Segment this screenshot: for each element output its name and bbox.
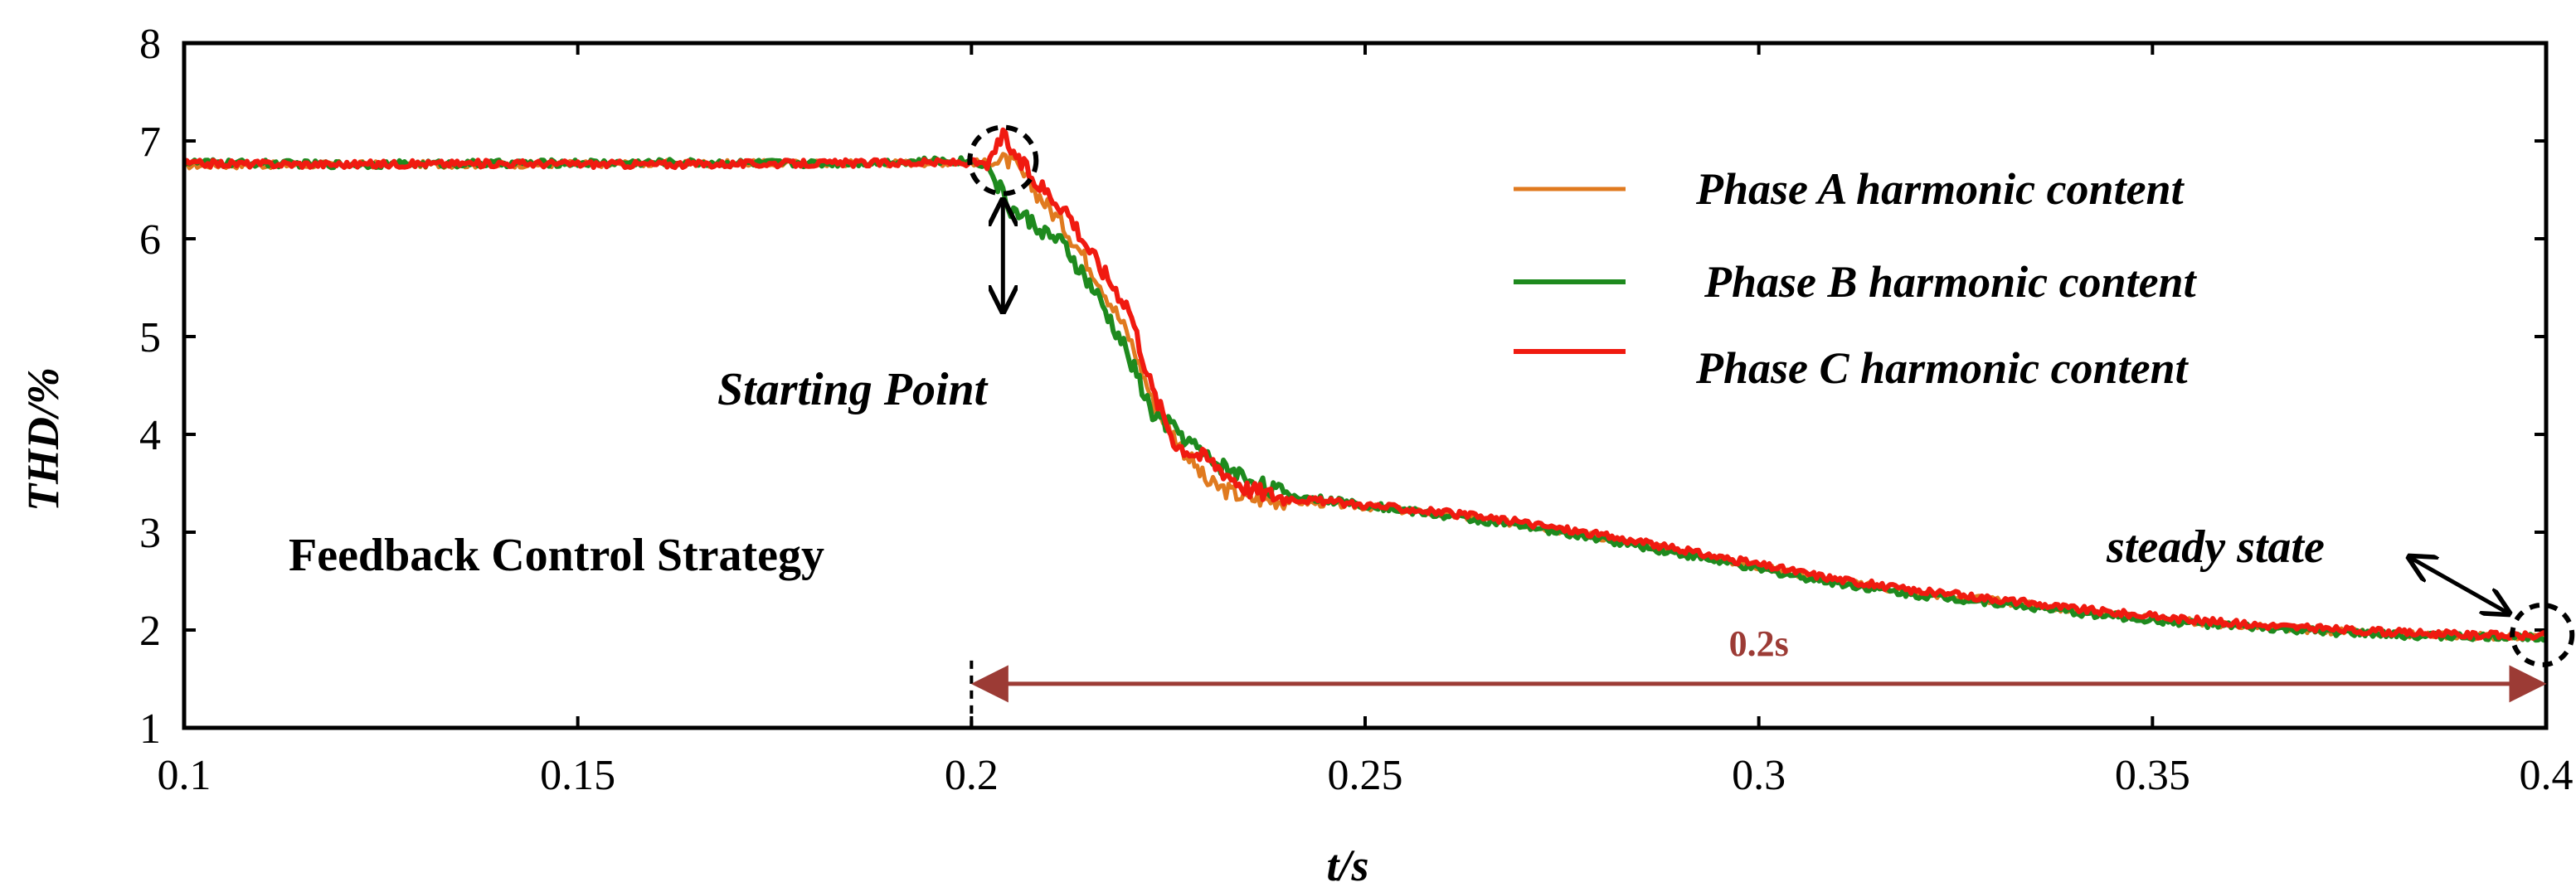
series-phase-c xyxy=(182,127,2548,642)
duration-label: 0.2s xyxy=(1729,623,1789,664)
y-tick-label: 3 xyxy=(139,510,161,557)
x-axis-title: t/s xyxy=(1326,841,1368,887)
plot-frame xyxy=(182,41,2549,730)
y-tick-label: 1 xyxy=(139,705,161,753)
steady-state-label: steady state xyxy=(2106,521,2325,573)
x-tick-label: 0.15 xyxy=(540,752,615,799)
steady-state-marker xyxy=(2510,602,2575,667)
y-tick-label: 2 xyxy=(139,608,161,655)
starting-point-label: Starting Point xyxy=(717,364,989,415)
y-tick-label: 8 xyxy=(139,21,161,68)
x-tick-label: 0.4 xyxy=(2520,752,2574,799)
series-lines xyxy=(182,127,2548,643)
tick-marks xyxy=(182,41,2548,729)
x-tick-label: 0.3 xyxy=(1732,752,1786,799)
legend: Phase A harmonic content Phase B harmoni… xyxy=(1514,164,2198,393)
legend-label-phase-a: Phase A harmonic content xyxy=(1695,164,2185,214)
tick-labels: 0.1 0.15 0.2 0.25 0.3 0.35 0.4 1 2 3 4 5 6 7 8 xyxy=(139,21,2574,799)
x-tick-label: 0.35 xyxy=(2115,752,2190,799)
y-tick-label: 6 xyxy=(139,216,161,264)
steady-state-arrow xyxy=(2409,557,2509,613)
legend-label-phase-c: Phase C harmonic content xyxy=(1695,343,2190,393)
y-axis-title: THD/% xyxy=(18,367,68,511)
x-tick-label: 0.1 xyxy=(158,752,211,799)
y-tick-label: 4 xyxy=(139,412,161,459)
legend-label-phase-b: Phase B harmonic content xyxy=(1704,257,2198,307)
y-tick-label: 7 xyxy=(139,119,161,166)
x-tick-label: 0.25 xyxy=(1328,752,1403,799)
y-tick-label: 5 xyxy=(139,314,161,361)
starting-point-marker xyxy=(967,124,1039,196)
x-tick-label: 0.2 xyxy=(945,752,999,799)
strategy-label: Feedback Control Strategy xyxy=(289,530,824,581)
annotations: Starting Point steady state Feedback Con… xyxy=(289,124,2575,728)
